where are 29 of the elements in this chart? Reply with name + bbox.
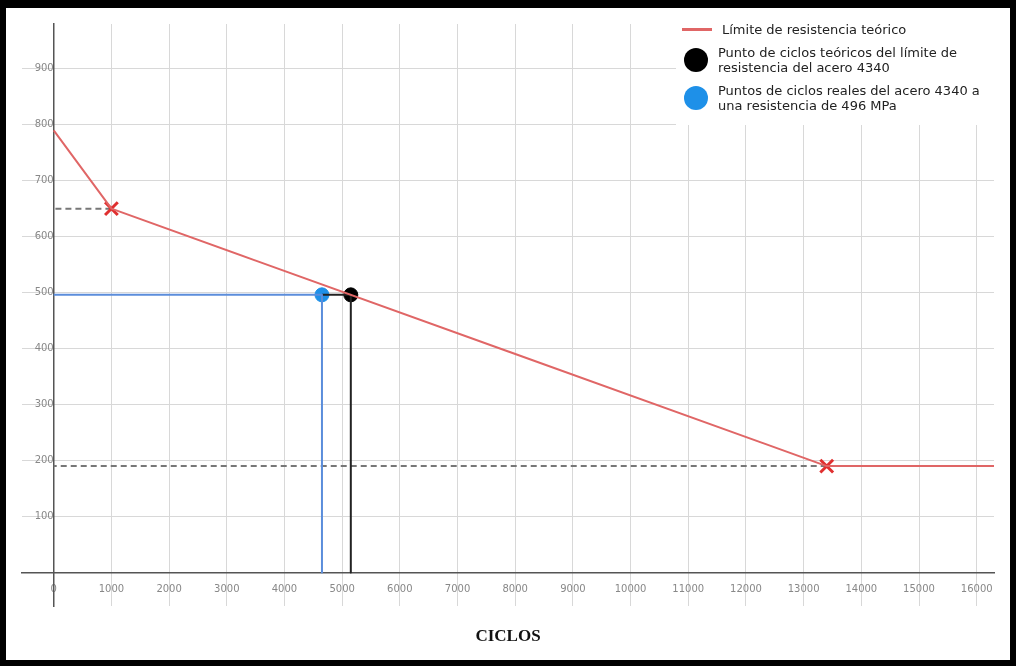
- x-tick-label: 13000: [787, 583, 820, 595]
- y-tick-label: 700: [34, 174, 54, 186]
- x-tick-label: 5000: [329, 583, 355, 595]
- legend-label: Puntos de ciclos reales del acero 4340 a una resistencia de 496 MPa: [718, 83, 981, 113]
- x-tick-label: 4000: [271, 583, 298, 595]
- y-tick-label: 200: [34, 454, 54, 466]
- x-tick-label: 10000: [614, 583, 647, 595]
- y-tick-label: 400: [34, 342, 54, 354]
- y-tick-label: 600: [34, 230, 54, 242]
- x-tick-label: 14000: [845, 583, 878, 595]
- y-tick-label: 900: [34, 62, 54, 74]
- x-tick-label: 7000: [444, 583, 471, 595]
- x-axis-title: CICLOS: [474, 626, 542, 646]
- x-tick-label: 16000: [960, 583, 993, 595]
- legend-label: Límite de resistencia teórico: [722, 22, 907, 37]
- y-tick-label: 800: [34, 118, 54, 130]
- x-tick-label: 8000: [502, 583, 528, 595]
- x-tick-label: 12000: [730, 583, 762, 595]
- y-tick-label: 100: [34, 510, 54, 522]
- legend-label: Punto de ciclos teóricos del límite de resistencia del acero 4340: [718, 45, 958, 75]
- x-tick-label: 11000: [672, 583, 705, 595]
- x-tick-label: 15000: [903, 583, 935, 595]
- x-tick-label: 3000: [214, 583, 240, 595]
- y-tick-label: 300: [34, 398, 54, 410]
- x-tick-label: 6000: [387, 583, 413, 595]
- y-tick-label: 500: [34, 286, 54, 298]
- x-tick-label: 2000: [156, 583, 182, 595]
- x-tick-label: 1000: [98, 583, 125, 595]
- x-tick-label: 9000: [560, 583, 586, 595]
